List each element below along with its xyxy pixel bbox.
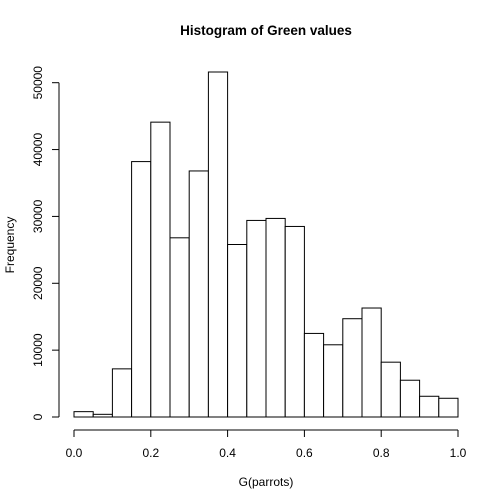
y-axis: 0 10000 20000 30000 40000 50000 xyxy=(31,66,60,420)
y-tick-label: 20000 xyxy=(31,266,45,300)
y-tick-label: 10000 xyxy=(31,333,45,367)
histogram-bar xyxy=(265,217,286,418)
histogram-bar xyxy=(342,318,363,418)
y-tick-label: 40000 xyxy=(31,133,45,167)
histogram-bar xyxy=(284,225,305,418)
histogram-bar xyxy=(92,413,113,418)
histogram-bar xyxy=(323,344,344,418)
y-axis-label: Frequency xyxy=(3,217,17,274)
x-tick-label: 0.2 xyxy=(142,446,159,460)
histogram-bar xyxy=(169,237,190,418)
x-tick-label: 0.0 xyxy=(66,446,83,460)
histogram-bars xyxy=(73,71,459,418)
histogram-bar xyxy=(111,368,133,418)
histogram-bar xyxy=(246,219,267,418)
histogram-bar xyxy=(73,411,94,418)
histogram-bar xyxy=(438,397,459,418)
chart-title: Histogram of Green values xyxy=(180,23,352,38)
histogram-bar xyxy=(227,244,248,418)
y-tick-label: 30000 xyxy=(31,199,45,233)
histogram-bar xyxy=(150,121,171,418)
histogram-bar xyxy=(419,395,440,418)
x-tick-label: 0.8 xyxy=(373,446,390,460)
histogram-bar xyxy=(303,332,325,418)
x-axis: 0.0 0.2 0.4 0.6 0.8 1.0 xyxy=(66,429,467,460)
x-tick-label: 0.4 xyxy=(219,446,236,460)
histogram-bar xyxy=(380,361,401,418)
histogram-bar xyxy=(207,71,229,418)
x-axis-label: G(parrots) xyxy=(239,475,294,489)
histogram-bar xyxy=(188,170,209,418)
histogram-bar xyxy=(399,379,421,418)
y-tick-label: 50000 xyxy=(31,66,45,100)
y-tick-label: 0 xyxy=(31,413,45,420)
x-tick-label: 1.0 xyxy=(450,446,467,460)
x-tick-label: 0.6 xyxy=(296,446,313,460)
histogram-bar xyxy=(131,161,152,418)
histogram-bar xyxy=(361,307,382,418)
